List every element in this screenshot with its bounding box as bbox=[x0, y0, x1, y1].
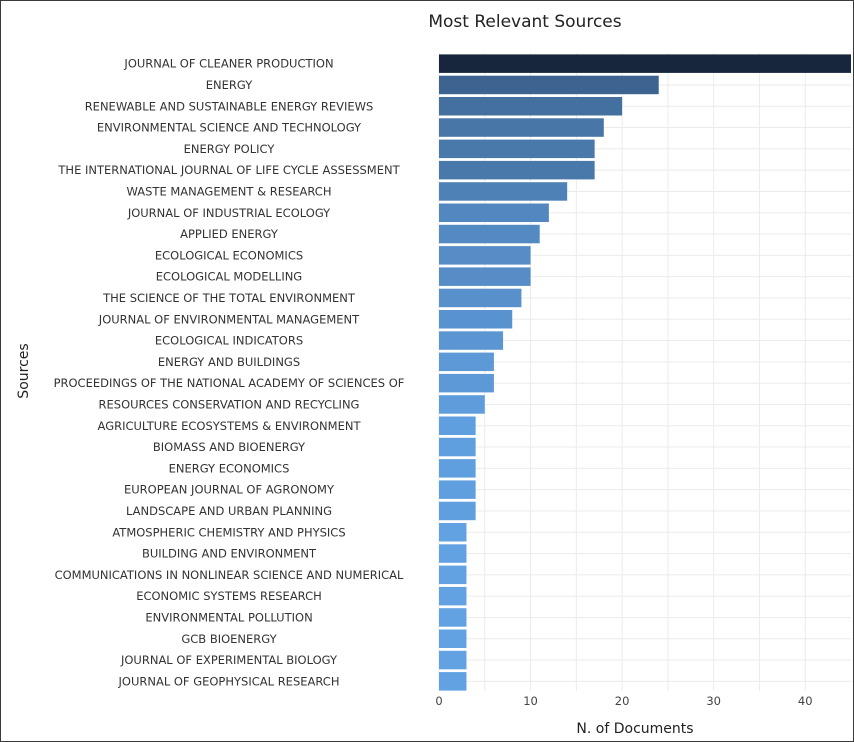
category-label: ECOLOGICAL ECONOMICS bbox=[155, 248, 303, 262]
bar bbox=[439, 459, 476, 478]
x-tick-labels: 0 10 20 30 40 bbox=[435, 694, 812, 708]
bar bbox=[439, 118, 604, 137]
bar bbox=[439, 608, 467, 627]
bar bbox=[439, 565, 467, 585]
category-label: THE INTERNATIONAL JOURNAL OF LIFE CYCLE … bbox=[57, 163, 400, 177]
bar bbox=[439, 97, 623, 116]
bar bbox=[439, 75, 659, 95]
x-tick-label: 0 bbox=[435, 694, 442, 708]
category-label: ENERGY ECONOMICS bbox=[169, 461, 290, 475]
bar bbox=[439, 480, 476, 499]
category-label: COMMUNICATIONS IN NONLINEAR SCIENCE AND … bbox=[55, 568, 404, 582]
category-label: ENERGY bbox=[206, 78, 253, 92]
category-labels: JOURNAL OF CLEANER PRODUCTION ENERGY RENEW… bbox=[54, 57, 405, 689]
category-label: BIOMASS AND BIOENERGY bbox=[153, 440, 306, 454]
bar bbox=[439, 373, 494, 393]
x-tick-label: 10 bbox=[523, 694, 538, 708]
bar bbox=[439, 629, 467, 648]
category-label: ENVIRONMENTAL POLLUTION bbox=[145, 610, 312, 624]
y-axis-label: Sources bbox=[16, 343, 32, 398]
category-label: ECOLOGICAL MODELLING bbox=[156, 270, 302, 284]
bar-layer bbox=[439, 54, 851, 691]
bar bbox=[439, 352, 494, 372]
category-label: ENERGY POLICY bbox=[184, 142, 276, 156]
bar bbox=[439, 672, 467, 691]
chart-title: Most Relevant Sources bbox=[428, 12, 621, 32]
bar bbox=[439, 416, 476, 435]
category-label: JOURNAL OF ENVIRONMENTAL MANAGEMENT bbox=[98, 312, 360, 326]
bar bbox=[439, 160, 595, 180]
bar bbox=[439, 437, 476, 457]
bar bbox=[439, 246, 531, 265]
category-label: BUILDING AND ENVIRONMENT bbox=[142, 547, 317, 561]
x-tick-label: 40 bbox=[798, 694, 813, 708]
category-label: EUROPEAN JOURNAL OF AGRONOMY bbox=[124, 483, 335, 497]
category-label: ATMOSPHERIC CHEMISTRY AND PHYSICS bbox=[112, 525, 345, 539]
x-axis-label: N. of Documents bbox=[576, 721, 693, 737]
category-label: WASTE MANAGEMENT & RESEARCH bbox=[127, 184, 332, 198]
bar bbox=[439, 523, 467, 542]
category-label: LANDSCAPE AND URBAN PLANNING bbox=[126, 504, 332, 518]
bar bbox=[439, 331, 504, 350]
bar bbox=[439, 203, 549, 222]
bar bbox=[439, 267, 531, 286]
bar bbox=[439, 182, 568, 201]
x-tick-label: 20 bbox=[615, 694, 630, 708]
bar bbox=[439, 54, 851, 73]
bar bbox=[439, 310, 513, 329]
category-label: RENEWABLE AND SUSTAINABLE ENERGY REVIEWS bbox=[85, 99, 374, 113]
bar bbox=[439, 395, 485, 414]
category-label: AGRICULTURE ECOSYSTEMS & ENVIRONMENT bbox=[98, 419, 362, 433]
category-label: RESOURCES CONSERVATION AND RECYCLING bbox=[99, 397, 360, 411]
category-label: THE SCIENCE OF THE TOTAL ENVIRONMENT bbox=[102, 291, 356, 305]
category-label: JOURNAL OF CLEANER PRODUCTION bbox=[123, 57, 333, 71]
bar bbox=[439, 586, 467, 606]
bar bbox=[439, 288, 522, 308]
category-label: JOURNAL OF GEOPHYSICAL RESEARCH bbox=[118, 674, 340, 688]
category-label: ECOLOGICAL INDICATORS bbox=[155, 334, 303, 348]
bar bbox=[439, 544, 467, 563]
category-label: JOURNAL OF EXPERIMENTAL BIOLOGY bbox=[120, 653, 338, 667]
category-label: APPLIED ENERGY bbox=[180, 227, 279, 241]
x-tick-label: 30 bbox=[706, 694, 721, 708]
category-label: ECONOMIC SYSTEMS RESEARCH bbox=[136, 589, 322, 603]
category-label: ENVIRONMENTAL SCIENCE AND TECHNOLOGY bbox=[97, 121, 362, 135]
bar bbox=[439, 224, 540, 244]
category-label: JOURNAL OF INDUSTRIAL ECOLOGY bbox=[127, 206, 331, 220]
category-label: ENERGY AND BUILDINGS bbox=[158, 355, 300, 369]
category-label: PROCEEDINGS OF THE NATIONAL ACADEMY OF S… bbox=[54, 376, 405, 390]
bar bbox=[439, 139, 595, 159]
category-label: GCB BIOENERGY bbox=[181, 632, 277, 646]
bar bbox=[439, 650, 467, 670]
bar bbox=[439, 501, 476, 521]
